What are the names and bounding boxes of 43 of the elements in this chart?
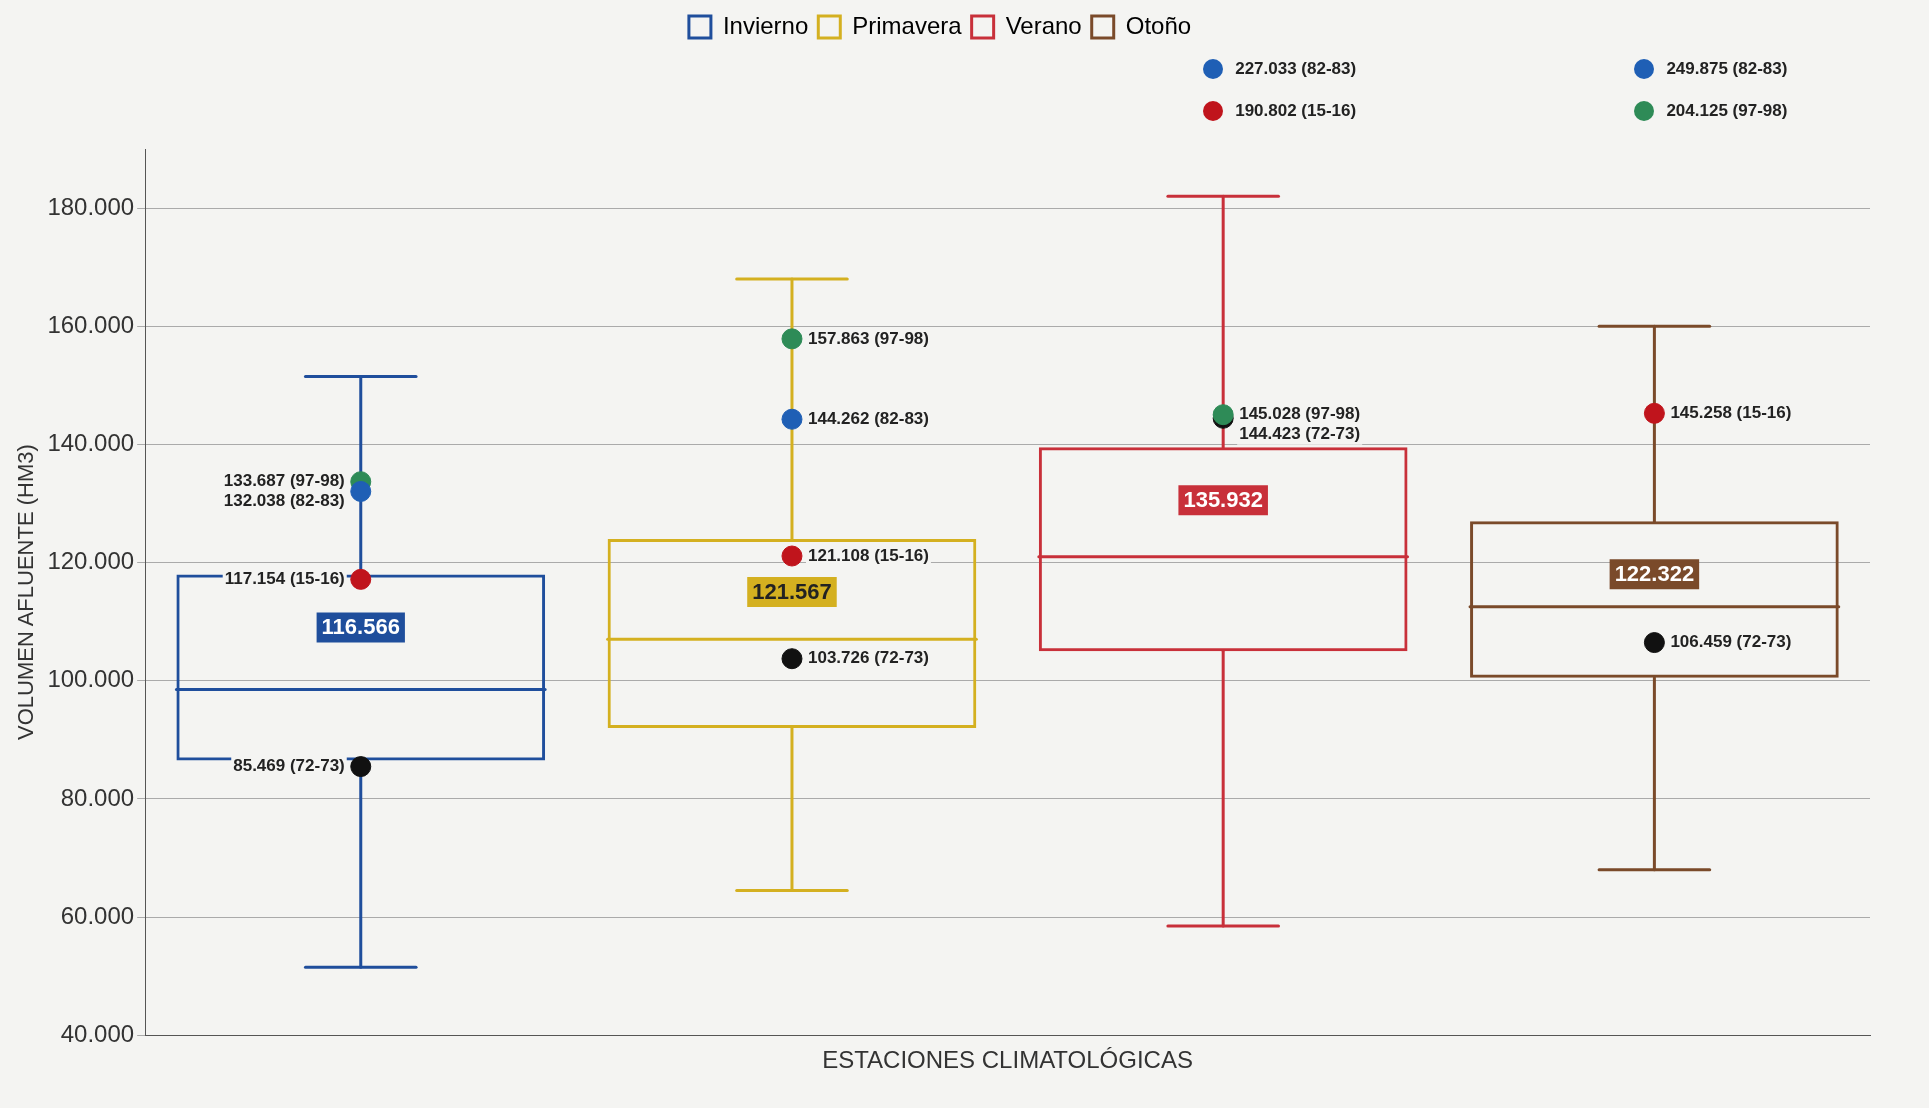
x-axis-title: ESTACIONES CLIMATOLÓGICAS <box>822 1046 1193 1074</box>
data-label: 157.863 (97-98) <box>807 328 929 348</box>
y-tick-label: 60.000 <box>60 901 135 929</box>
data-label: 145.028 (97-98) <box>1239 404 1361 424</box>
y-tick-label: 140.000 <box>47 429 135 457</box>
point <box>1643 402 1665 424</box>
data-label: 145.258 (15-16) <box>1670 403 1792 423</box>
text: 227.033 (82-83) <box>1235 59 1357 79</box>
y-tick-label: 40.000 <box>60 1019 135 1047</box>
data-label: 103.726 (72-73) <box>807 648 929 668</box>
y-tick-label: 120.000 <box>47 547 135 575</box>
data-label: 144.423 (72-73) <box>1239 424 1361 444</box>
y-tick-label: 160.000 <box>47 310 135 338</box>
y-tick-label: 80.000 <box>60 783 135 811</box>
annotation: 116.566 <box>321 614 400 640</box>
data-label: 133.687 (97-98) <box>223 471 345 491</box>
legend-label: Primavera <box>852 11 963 39</box>
y-tick-label: 100.000 <box>47 665 135 693</box>
point <box>781 408 803 430</box>
annotation: 122.322 <box>1614 561 1695 587</box>
point <box>350 756 372 778</box>
point <box>1643 632 1665 654</box>
text: 249.875 (82-83) <box>1666 59 1788 79</box>
legend-label: Verano <box>1005 11 1082 39</box>
legend-label: Otoño <box>1125 11 1192 39</box>
annotation: 135.932 <box>1183 487 1263 513</box>
y-axis-title: VOLUMEN AFLUENTE (HM3) <box>13 444 39 741</box>
data-label: 85.469 (72-73) <box>233 756 345 776</box>
point <box>781 545 803 567</box>
point <box>781 648 803 670</box>
data-label: 132.038 (82-83) <box>223 491 345 511</box>
point <box>781 328 803 350</box>
y-tick-label: 180.000 <box>47 192 135 220</box>
data-label: 106.459 (72-73) <box>1670 632 1792 652</box>
data-label: 144.262 (82-83) <box>807 408 929 428</box>
point <box>350 568 372 590</box>
data-label: 117.154 (15-16) <box>224 569 345 589</box>
data-label: 121.108 (15-16) <box>807 545 929 565</box>
text: 190.802 (15-16) <box>1235 101 1357 121</box>
text: 204.125 (97-98) <box>1666 101 1788 121</box>
point <box>350 480 372 502</box>
annotation: 121.567 <box>752 578 832 604</box>
legend-label: Invierno <box>722 11 809 39</box>
